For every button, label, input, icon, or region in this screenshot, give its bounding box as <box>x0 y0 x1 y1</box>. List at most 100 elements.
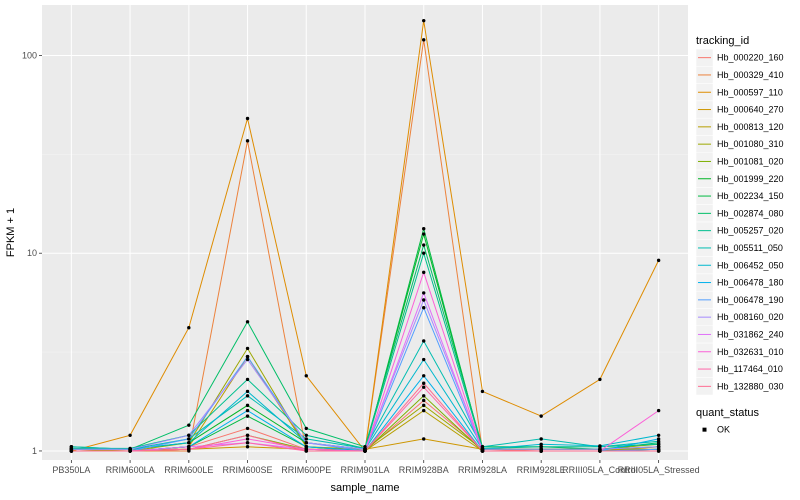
legend-label: Hb_005257_020 <box>717 226 784 236</box>
data-point <box>363 449 367 453</box>
data-point <box>245 433 250 437</box>
data-point <box>245 320 250 324</box>
x-tick-label: RRIM600PE <box>281 465 331 475</box>
data-point <box>245 354 250 359</box>
x-axis: PB350LA RRIM600LA RRIM600LE RRIM600SE RRIM60… <box>52 460 700 475</box>
data-point <box>304 437 308 441</box>
data-point <box>187 441 191 445</box>
data-point <box>422 243 426 247</box>
data-point <box>245 394 250 398</box>
y-axis-title: FPKM + 1 <box>5 208 17 257</box>
data-point <box>656 442 661 447</box>
data-point <box>598 377 602 382</box>
x-tick-label: RRIM600LA <box>106 465 155 475</box>
y-tick-label: 10 <box>27 248 37 258</box>
legend-title: tracking_id <box>696 35 749 47</box>
data-point <box>187 447 191 451</box>
data-point <box>422 398 426 403</box>
legend-label: Hb_000813_120 <box>717 122 784 132</box>
data-point <box>539 442 543 447</box>
data-point <box>304 426 308 431</box>
legend-label: Hb_000329_410 <box>717 70 784 80</box>
data-point <box>422 437 426 441</box>
x-axis-title: sample_name <box>330 482 399 494</box>
legend-label: Hb_001081_020 <box>717 156 784 166</box>
legend-label: Hb_000597_110 <box>717 87 783 97</box>
data-point <box>128 449 132 453</box>
data-point <box>422 381 426 385</box>
data-point <box>245 116 250 121</box>
x-tick-label: PB350LA <box>52 465 90 475</box>
x-tick-label: RRIII05LA_Control <box>562 465 638 475</box>
data-point <box>245 414 250 418</box>
data-point <box>422 298 426 302</box>
y-tick-label: 100 <box>22 50 37 60</box>
data-point <box>245 408 250 413</box>
data-point <box>656 433 661 437</box>
data-point <box>187 433 191 437</box>
x-tick-label: RRIM928LE <box>517 465 566 475</box>
data-point <box>598 444 602 448</box>
legend-label: Hb_002874_080 <box>717 208 784 218</box>
legend-label: Hb_006452_050 <box>717 260 784 270</box>
data-point <box>422 408 426 413</box>
data-point <box>245 377 250 382</box>
data-point <box>245 426 250 431</box>
legend-label: Hb_000640_270 <box>717 105 784 115</box>
data-point <box>128 433 132 437</box>
legend-label: Hb_006478_180 <box>717 278 784 288</box>
data-point <box>656 408 661 413</box>
y-axis: 1 10 100 <box>22 50 42 456</box>
data-point <box>304 374 308 378</box>
data-point <box>539 414 543 418</box>
data-point <box>480 445 485 449</box>
legend-label: Hb_031862_240 <box>717 329 784 339</box>
data-point <box>422 38 426 42</box>
data-point <box>187 326 191 330</box>
data-point <box>69 445 74 449</box>
data-point <box>539 449 543 453</box>
data-point <box>480 449 485 453</box>
data-point <box>422 385 426 389</box>
data-point <box>422 227 426 231</box>
data-point <box>304 449 308 453</box>
x-tick-label: RRIM928LA <box>458 465 507 475</box>
data-point <box>422 18 426 23</box>
data-point <box>304 441 308 445</box>
data-point <box>422 357 426 362</box>
legend-label: Hb_002234_150 <box>717 191 784 201</box>
data-point <box>245 357 250 362</box>
data-point <box>304 433 308 437</box>
data-point <box>187 445 191 449</box>
data-point <box>422 291 426 295</box>
data-point <box>656 258 661 263</box>
data-point <box>245 441 250 445</box>
legend-label: Hb_005511_050 <box>717 243 783 253</box>
data-point <box>422 394 426 398</box>
data-point <box>656 449 661 453</box>
legend-label: Hb_006478_190 <box>717 295 784 305</box>
data-point <box>656 437 661 441</box>
legend-label: Hb_117464_010 <box>717 364 783 374</box>
data-point <box>304 445 308 449</box>
data-point <box>245 389 250 394</box>
data-point <box>245 346 250 351</box>
data-point <box>422 306 426 310</box>
data-point <box>69 449 74 453</box>
data-point <box>187 437 191 441</box>
data-point <box>422 251 426 255</box>
x-tick-label: RRIM600SE <box>223 465 273 475</box>
legend-label: Hb_000220_160 <box>717 53 784 63</box>
legend-label: Hb_132880_030 <box>717 381 784 391</box>
x-tick-label: RRIM928BA <box>399 465 449 475</box>
data-point <box>245 403 250 408</box>
data-point <box>539 445 543 449</box>
legend-label: Hb_032631_010 <box>717 347 784 357</box>
legend-items: Hb_000220_160 Hb_000329_410 Hb_000597_110 H… <box>695 48 784 396</box>
data-point <box>245 139 250 143</box>
x-tick-label: RRIM901LA <box>340 465 389 475</box>
data-point <box>245 445 250 449</box>
y-tick-label: 1 <box>32 446 37 456</box>
data-point <box>422 339 426 343</box>
